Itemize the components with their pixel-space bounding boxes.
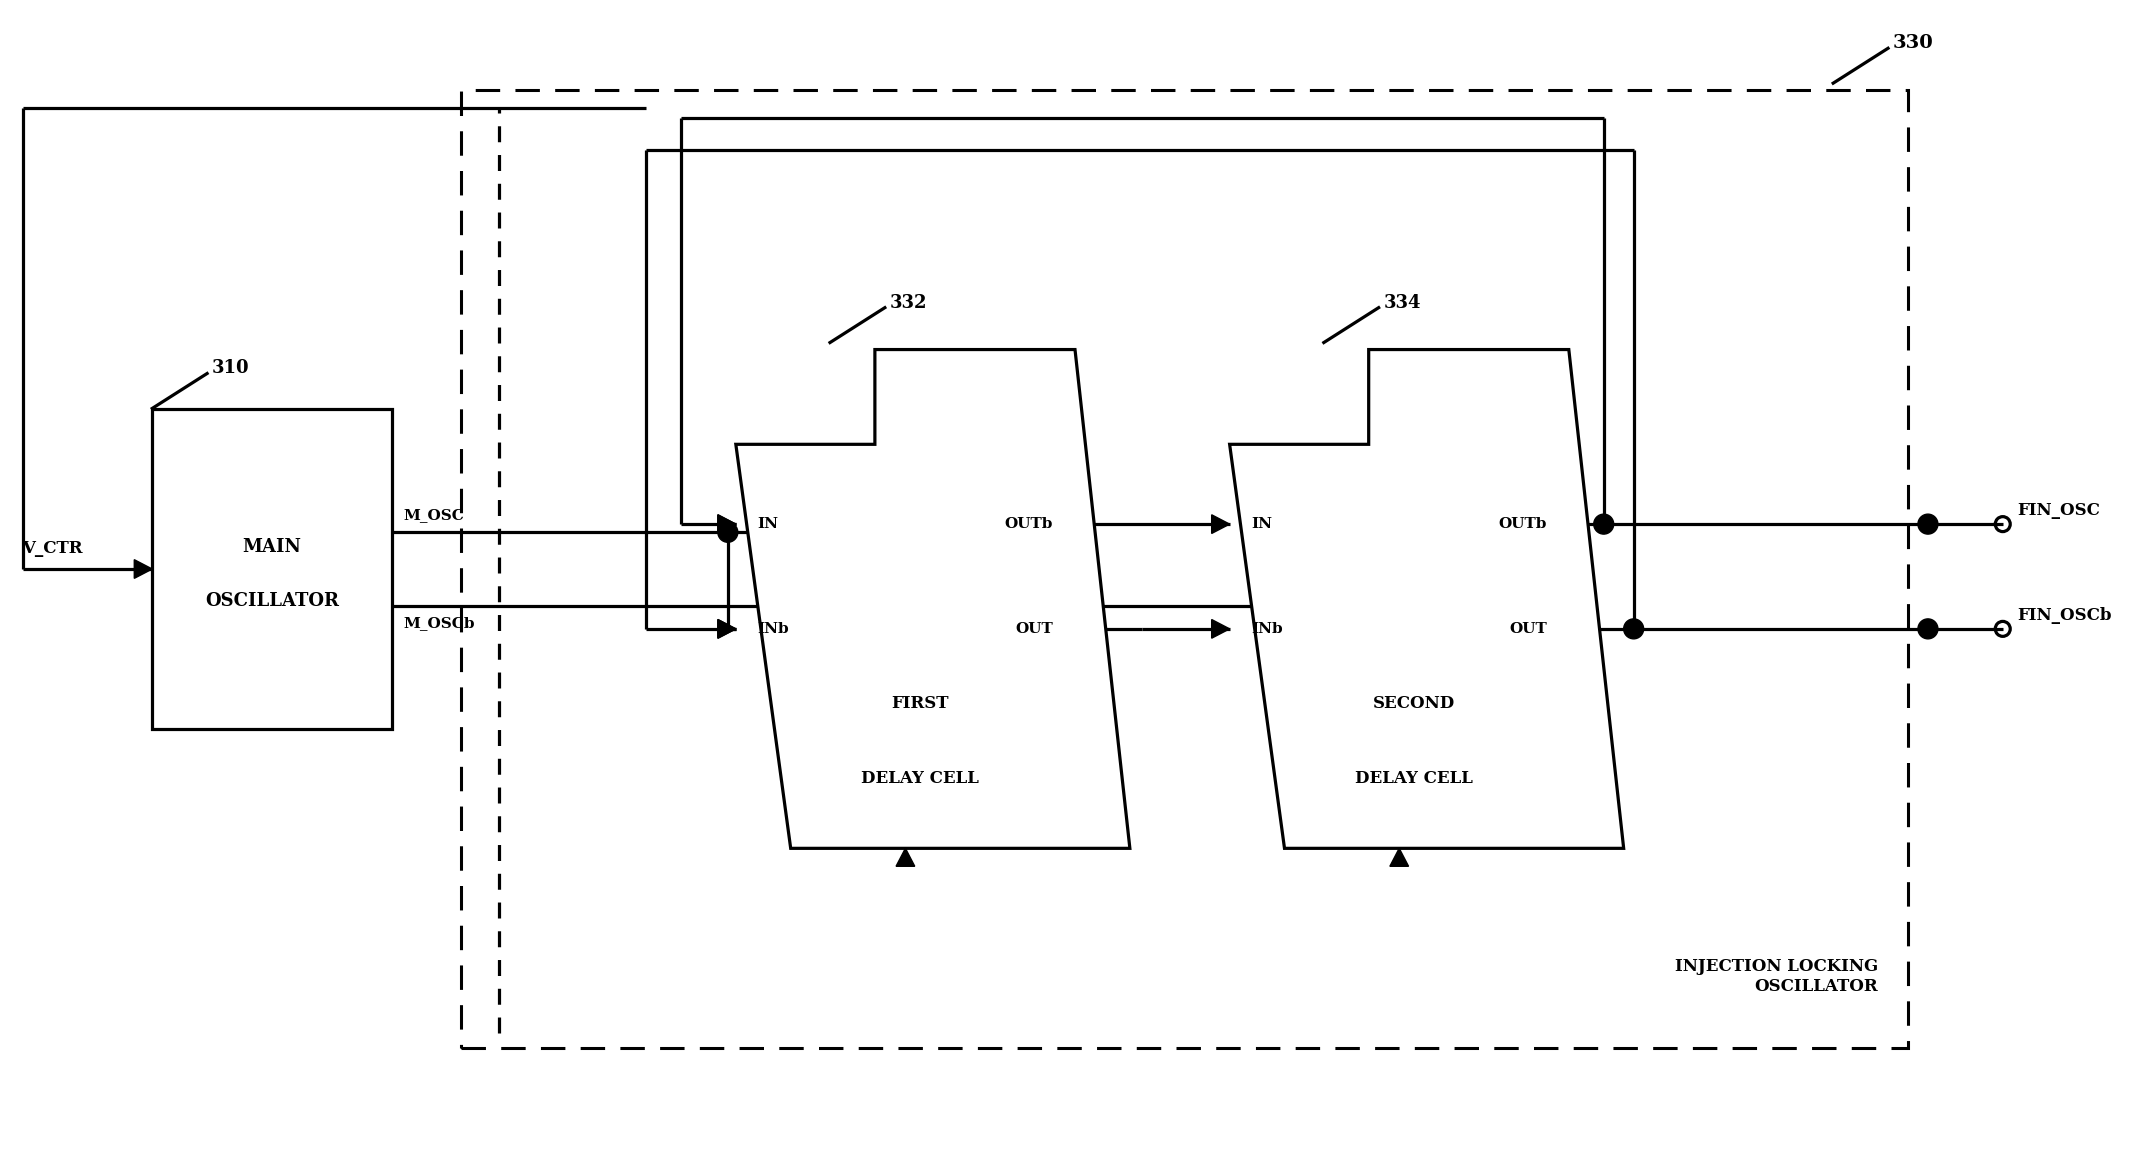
- Text: OUT: OUT: [1016, 622, 1052, 635]
- Polygon shape: [1390, 848, 1410, 866]
- Text: SECOND: SECOND: [1373, 695, 1455, 712]
- Text: OUTb: OUTb: [1005, 517, 1052, 531]
- Circle shape: [1917, 619, 1939, 639]
- Text: 310: 310: [213, 360, 250, 378]
- Text: MAIN: MAIN: [243, 538, 301, 556]
- Text: 334: 334: [1384, 294, 1420, 311]
- Polygon shape: [1229, 349, 1623, 848]
- Polygon shape: [719, 619, 736, 638]
- Circle shape: [1595, 514, 1614, 534]
- Text: FIN_OSCb: FIN_OSCb: [2019, 607, 2113, 624]
- Text: V_CTR: V_CTR: [22, 540, 84, 557]
- Text: INb: INb: [1252, 622, 1283, 635]
- Text: OUT: OUT: [1509, 622, 1547, 635]
- Text: INb: INb: [758, 622, 790, 635]
- Text: 330: 330: [1894, 34, 1935, 52]
- Polygon shape: [719, 515, 736, 533]
- Polygon shape: [1212, 619, 1229, 638]
- Polygon shape: [736, 349, 1130, 848]
- Text: M_OSC: M_OSC: [405, 508, 465, 523]
- Circle shape: [1917, 514, 1939, 534]
- Text: FIRST: FIRST: [891, 695, 949, 712]
- Text: IN: IN: [758, 517, 779, 531]
- Text: FIN_OSC: FIN_OSC: [2019, 502, 2100, 519]
- Text: DELAY CELL: DELAY CELL: [1356, 770, 1474, 787]
- Polygon shape: [895, 848, 915, 866]
- Text: INJECTION LOCKING
OSCILLATOR: INJECTION LOCKING OSCILLATOR: [1674, 958, 1879, 995]
- Polygon shape: [1212, 515, 1229, 533]
- Polygon shape: [133, 560, 153, 578]
- Text: M_OSCb: M_OSCb: [405, 616, 476, 630]
- Text: OUTb: OUTb: [1498, 517, 1547, 531]
- Polygon shape: [719, 619, 736, 638]
- Text: 332: 332: [889, 294, 928, 311]
- Text: DELAY CELL: DELAY CELL: [861, 770, 979, 787]
- Text: OSCILLATOR: OSCILLATOR: [204, 592, 340, 610]
- Text: IN: IN: [1252, 517, 1272, 531]
- Polygon shape: [719, 515, 736, 533]
- Bar: [461, 90, 1909, 1048]
- Bar: [153, 409, 392, 728]
- Circle shape: [1623, 619, 1644, 639]
- Circle shape: [719, 523, 738, 542]
